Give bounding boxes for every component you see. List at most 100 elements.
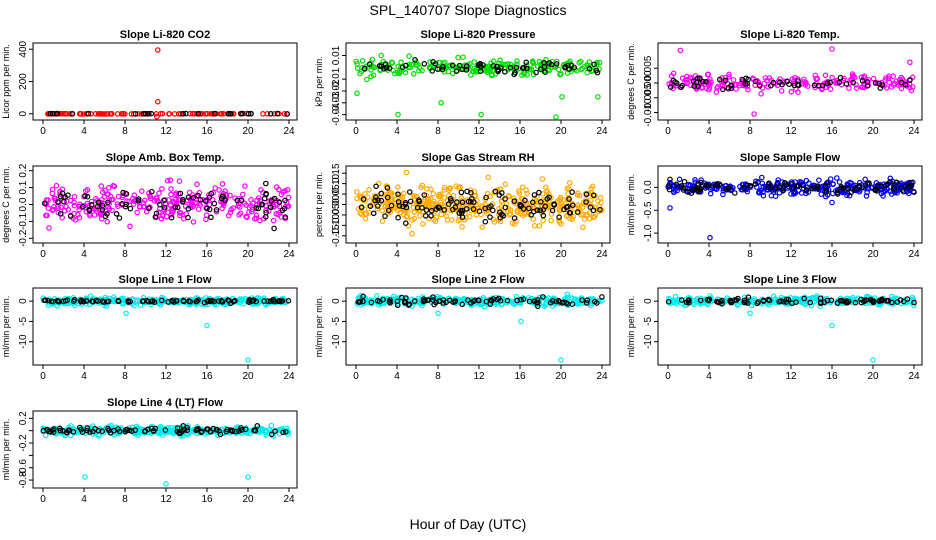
reference-point xyxy=(48,298,55,305)
data-point xyxy=(691,301,697,308)
data-point xyxy=(378,52,385,59)
reference-point xyxy=(403,204,410,211)
data-point xyxy=(541,303,548,310)
x-tick-label: 12 xyxy=(473,126,485,137)
outlier-point xyxy=(870,357,876,363)
data-point xyxy=(169,428,176,435)
outlier-point xyxy=(677,47,684,54)
data-point xyxy=(244,214,250,221)
reference-point xyxy=(201,299,208,306)
x-tick-label: 16 xyxy=(201,494,213,505)
reference-point xyxy=(422,297,428,304)
data-point xyxy=(511,221,518,227)
y-tick-label: 0.05 xyxy=(331,184,342,204)
reference-point xyxy=(195,111,202,117)
data-point xyxy=(707,186,714,193)
reference-point xyxy=(84,427,90,434)
data-point xyxy=(706,86,712,93)
data-point xyxy=(366,187,372,193)
x-tick-label: 8 xyxy=(747,249,753,260)
x-tick-label: 0 xyxy=(40,249,46,260)
data-point xyxy=(250,200,256,207)
x-axis-caption: Hour of Day (UTC) xyxy=(409,516,527,532)
reference-point xyxy=(282,429,289,435)
reference-point xyxy=(877,85,884,91)
data-point xyxy=(817,303,824,309)
reference-point xyxy=(374,203,381,209)
data-point xyxy=(172,191,179,198)
data-point xyxy=(217,111,224,117)
data-point xyxy=(409,230,415,237)
data-point xyxy=(575,190,581,197)
panel-line4: Slope Line 4 (LT) Flow ml/min per min. 0 4 8… xyxy=(1,397,298,505)
data-point xyxy=(169,207,175,213)
x-tick-label: 20 xyxy=(555,126,567,137)
data-point xyxy=(909,84,916,90)
y-tick-label: -0.10 xyxy=(331,214,342,237)
reference-point xyxy=(245,111,252,117)
reference-point xyxy=(774,180,781,187)
data-point xyxy=(566,186,572,192)
outlier-point xyxy=(354,90,360,97)
data-point xyxy=(447,185,454,191)
reference-point xyxy=(860,184,866,191)
data-point xyxy=(822,72,829,79)
data-point xyxy=(371,64,378,71)
reference-point xyxy=(817,299,824,306)
x-tick-label: 4 xyxy=(81,494,87,505)
data-point xyxy=(164,177,171,184)
reference-point xyxy=(487,214,493,220)
data-point xyxy=(95,111,102,117)
data-point xyxy=(259,427,265,434)
x-tick-label: 0 xyxy=(40,126,46,137)
data-point xyxy=(258,187,264,193)
reference-point xyxy=(482,205,489,212)
data-point xyxy=(235,200,242,207)
panel-title: Slope Amb. Box Temp. xyxy=(106,152,225,164)
reference-point xyxy=(89,202,95,208)
reference-point xyxy=(254,422,261,429)
data-point xyxy=(441,184,448,191)
outlier-point xyxy=(907,59,913,66)
outlier-point xyxy=(747,310,753,317)
data-point xyxy=(579,65,586,72)
reference-point xyxy=(45,428,52,435)
data-point xyxy=(575,202,581,208)
data-point xyxy=(506,193,512,200)
reference-point xyxy=(184,427,191,434)
reference-point xyxy=(212,110,218,117)
reference-point xyxy=(520,296,527,303)
data-point xyxy=(808,302,815,309)
reference-point xyxy=(456,62,463,69)
data-point xyxy=(806,180,812,187)
data-point xyxy=(420,221,426,227)
reference-point xyxy=(680,187,687,193)
reference-point xyxy=(555,297,562,304)
data-point xyxy=(745,86,751,93)
data-point xyxy=(909,74,916,81)
outlier-point xyxy=(707,234,713,241)
data-point xyxy=(576,59,583,66)
data-point xyxy=(488,72,495,79)
x-tick-label: 20 xyxy=(867,371,879,382)
data-point xyxy=(531,222,538,229)
reference-point xyxy=(513,64,520,71)
reference-point xyxy=(866,180,872,186)
reference-point xyxy=(202,198,209,204)
data-point xyxy=(354,65,361,72)
data-point xyxy=(574,192,581,199)
data-point xyxy=(411,193,418,200)
reference-point xyxy=(540,294,546,300)
data-point xyxy=(736,82,743,89)
data-point xyxy=(119,295,126,302)
reference-point xyxy=(872,80,879,86)
data-point xyxy=(813,76,819,82)
reference-point xyxy=(127,205,134,212)
reference-point xyxy=(206,206,213,213)
reference-point xyxy=(375,197,381,204)
y-axis-label: kPa per min. xyxy=(314,56,324,107)
x-tick-label: 8 xyxy=(435,249,441,260)
reference-point xyxy=(282,197,288,204)
data-point xyxy=(463,215,469,221)
data-point xyxy=(398,59,404,66)
